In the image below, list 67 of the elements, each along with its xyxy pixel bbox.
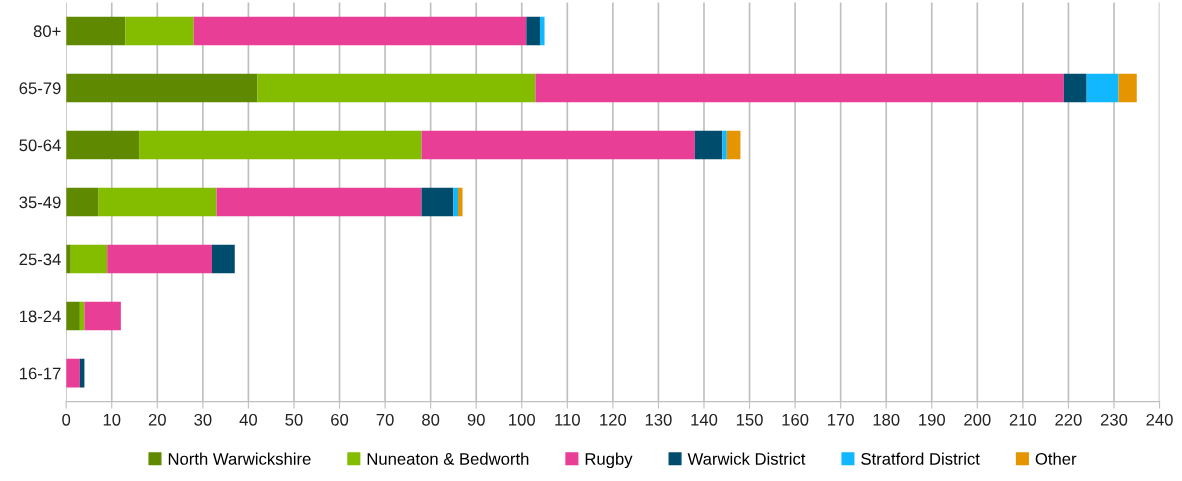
bar: [526, 16, 540, 46]
bar: [1086, 73, 1119, 103]
x-tick-label: 240: [1146, 413, 1173, 426]
x-tick-label: 230: [1100, 413, 1128, 426]
x-tick-label: 180: [873, 413, 900, 426]
y-tick-label: 35-49: [19, 196, 61, 209]
bar: [694, 130, 723, 160]
legend-label: Other: [1035, 452, 1077, 465]
x-tick-label: 120: [600, 413, 627, 426]
x-tick-label: 90: [467, 413, 485, 426]
x-tick-label: 220: [1055, 413, 1082, 426]
bar: [66, 73, 258, 103]
x-tick-label: 200: [964, 413, 991, 426]
bar: [722, 130, 727, 160]
x-tick-label: 30: [194, 413, 212, 426]
y-tick-label: 80+: [33, 25, 61, 38]
bar: [257, 73, 536, 103]
x-tick-label: 0: [62, 413, 71, 426]
x-tick-label: 190: [919, 413, 946, 426]
y-tick-label: 16-17: [19, 367, 61, 380]
bar: [66, 301, 80, 331]
y-tick-label: 50-64: [19, 139, 61, 152]
bar: [66, 16, 126, 46]
x-tick-label: 60: [331, 413, 349, 426]
bar: [107, 244, 212, 274]
bar: [726, 130, 741, 160]
legend-label: North Warwickshire: [168, 452, 311, 465]
x-tick-label: 50: [285, 413, 303, 426]
x-tick-label: 80: [422, 413, 440, 426]
x-tick-label: 10: [103, 413, 121, 426]
bar: [421, 187, 454, 217]
bar: [457, 187, 463, 217]
legend-label: Warwick District: [687, 452, 806, 465]
x-tick-label: 40: [239, 413, 258, 426]
legend-label: Rugby: [585, 452, 633, 469]
x-tick-label: 20: [148, 413, 166, 426]
bar: [535, 73, 1064, 103]
bar: [1063, 73, 1087, 103]
bar: [1118, 73, 1137, 103]
bar: [211, 244, 235, 274]
x-tick-label: 110: [555, 413, 580, 426]
y-tick-label: 65-79: [19, 82, 61, 95]
x-tick-label: 170: [828, 413, 854, 426]
x-tick-label: 70: [376, 413, 394, 426]
bar: [84, 301, 121, 331]
bar: [193, 16, 527, 46]
bar: [453, 187, 458, 217]
x-tick-label: 140: [691, 413, 718, 426]
y-tick-label: 18-24: [19, 310, 61, 323]
bar: [66, 358, 80, 388]
bar: [70, 244, 108, 274]
x-tick-label: 210: [1009, 413, 1037, 426]
bar: [139, 130, 422, 160]
bar: [66, 187, 99, 217]
bar: [125, 16, 194, 46]
bar: [421, 130, 695, 160]
legend-label: Nuneaton & Bedworth: [367, 452, 529, 465]
bar: [98, 187, 217, 217]
bar: [216, 187, 422, 217]
bar: [539, 16, 545, 46]
x-tick-label: 130: [645, 413, 672, 426]
legend-label: Stratford District: [861, 452, 980, 465]
x-tick-label: 160: [782, 413, 809, 426]
bar: [66, 130, 140, 160]
x-tick-label: 100: [509, 413, 536, 426]
y-tick-label: 25-34: [19, 253, 61, 266]
x-tick-label: 150: [736, 413, 763, 426]
